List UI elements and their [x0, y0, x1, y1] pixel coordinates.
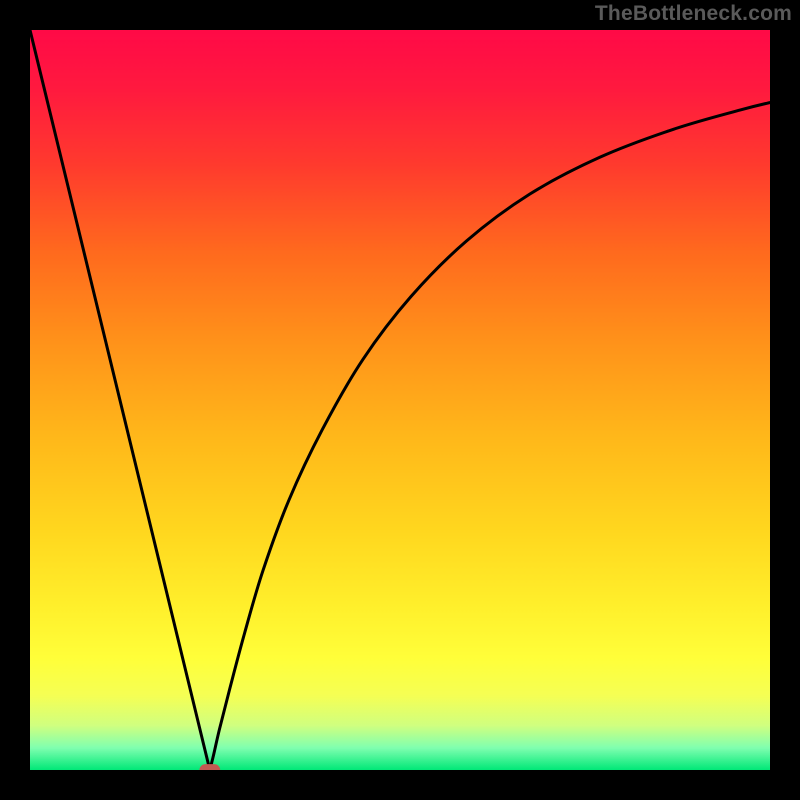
- plot-area: [30, 30, 770, 770]
- curve-right: [210, 103, 770, 770]
- watermark-text: TheBottleneck.com: [595, 2, 792, 26]
- curve-overlay: [30, 30, 770, 770]
- minimum-marker: [199, 764, 220, 770]
- curve-left: [30, 30, 210, 770]
- chart-container: TheBottleneck.com: [0, 0, 800, 800]
